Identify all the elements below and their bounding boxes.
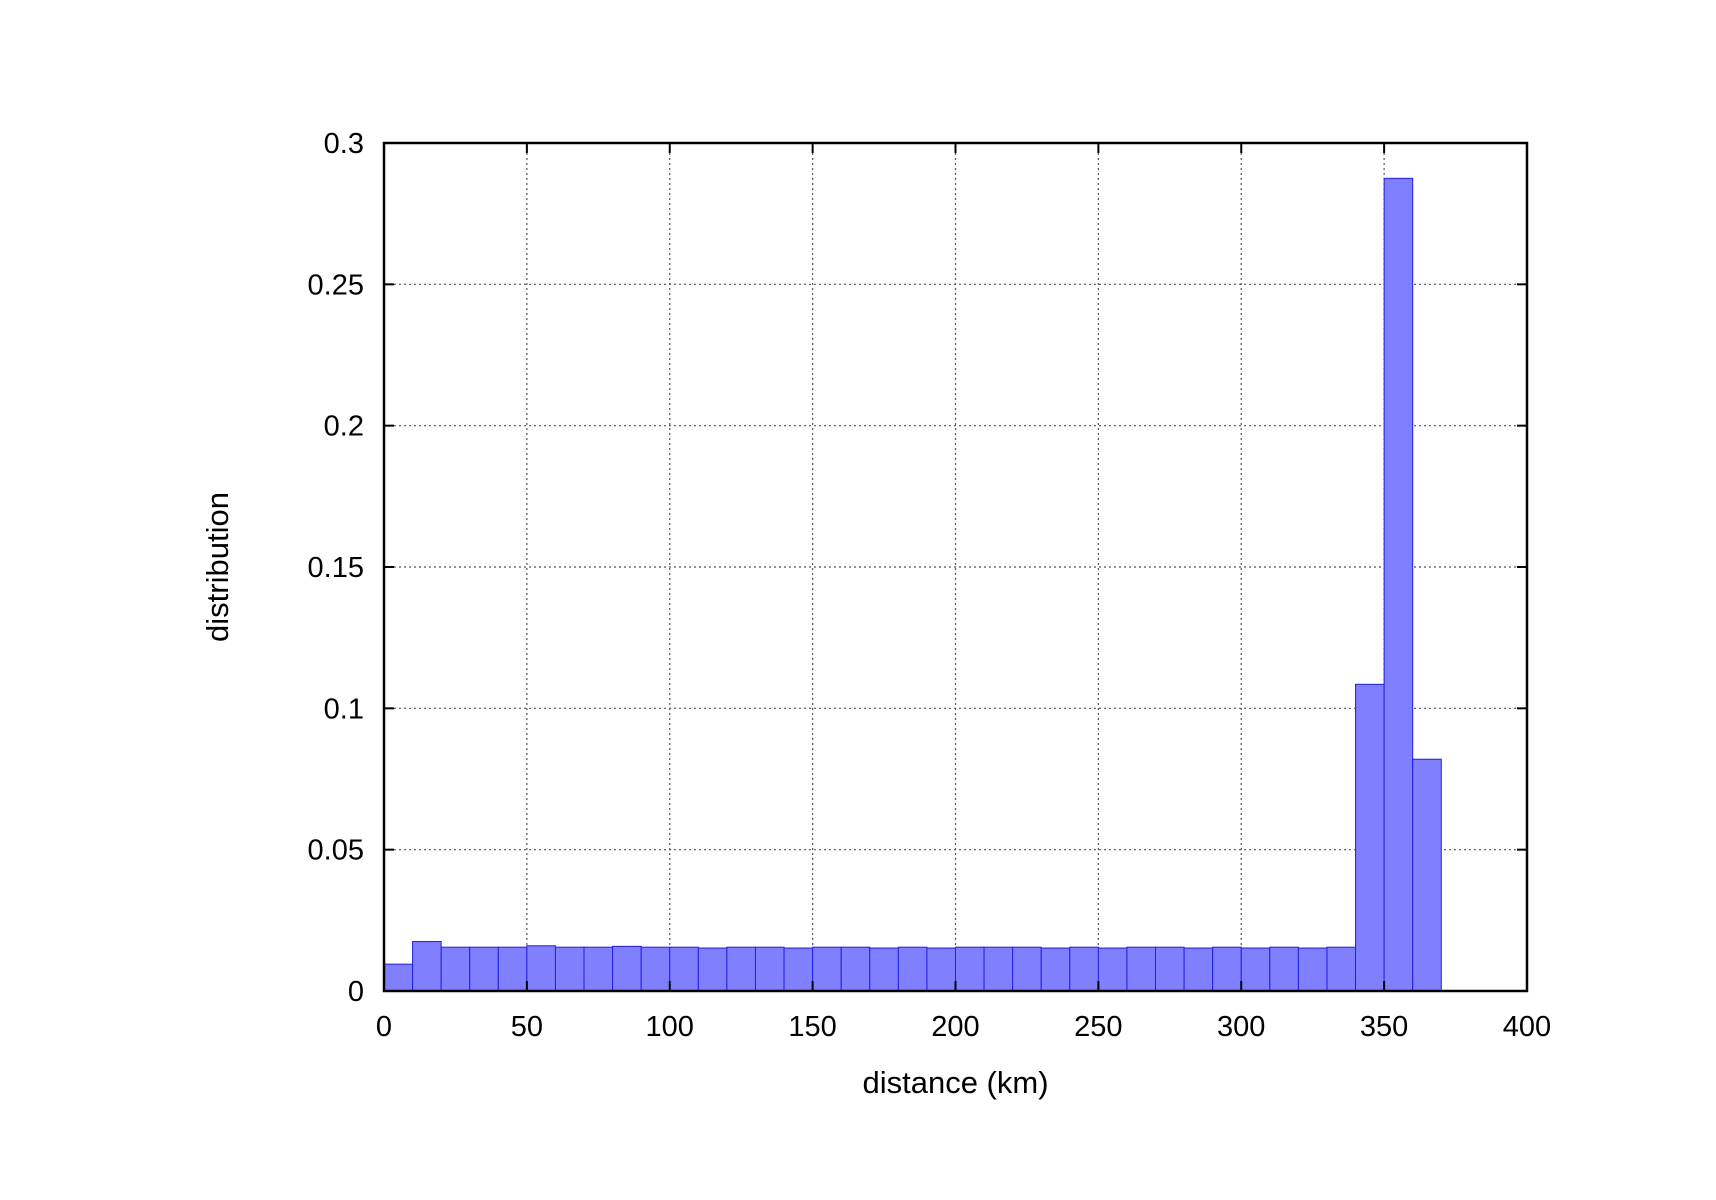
histogram-bar [1355, 683, 1385, 992]
histogram-bar [583, 946, 614, 992]
y-tick-label: 0.15 [308, 552, 364, 584]
histogram-bar [612, 945, 642, 992]
histogram-bar [1183, 947, 1214, 992]
histogram-bar [1383, 177, 1414, 992]
histogram-bar [1040, 947, 1071, 992]
histogram-bar [754, 946, 785, 992]
histogram-bar [897, 946, 928, 992]
histogram-bar [1269, 946, 1299, 992]
x-tick-label: 50 [511, 1011, 543, 1043]
histogram-bar [783, 947, 814, 992]
histogram-bar [812, 946, 842, 992]
y-tick-label: 0.3 [324, 128, 364, 160]
histogram-bar [1412, 758, 1442, 992]
x-tick-label: 300 [1217, 1011, 1265, 1043]
histogram-bar [497, 946, 528, 992]
histogram-bar [983, 946, 1014, 992]
histogram-bar [1212, 946, 1242, 992]
y-tick-label: 0.1 [324, 693, 364, 725]
histogram-bar [1240, 947, 1271, 992]
y-tick-label: 0.05 [308, 835, 364, 867]
y-tick-label: 0.25 [308, 269, 364, 301]
x-tick-label: 100 [646, 1011, 694, 1043]
histogram-bar [669, 946, 699, 992]
histogram-bar [554, 946, 585, 992]
x-tick-label: 350 [1360, 1011, 1408, 1043]
histogram-bar [1297, 947, 1328, 992]
histogram-bar [640, 946, 671, 992]
histogram-bar [697, 947, 728, 992]
histogram-bar [1326, 946, 1357, 992]
histogram-bar [526, 945, 556, 992]
histogram-bar [1097, 947, 1128, 992]
x-axis-title: distance (km) [862, 1065, 1048, 1100]
histogram-bar [1126, 946, 1157, 992]
y-tick-label: 0.2 [324, 411, 364, 443]
histogram-bar [840, 946, 871, 992]
histogram-bar [440, 946, 471, 992]
histogram-bar [469, 946, 499, 992]
histogram-bar [869, 947, 899, 992]
x-tick-label: 200 [931, 1011, 979, 1043]
x-tick-label: 400 [1503, 1011, 1551, 1043]
histogram-bar [412, 941, 442, 992]
x-tick-labels: 0 50 100 150 200 250 300 350 400 [376, 1011, 1551, 1043]
y-tick-labels: 0 0.05 0.1 0.15 0.2 0.25 0.3 [308, 128, 364, 1008]
histogram-bar [926, 947, 956, 992]
y-tick-label: 0 [348, 976, 364, 1008]
histogram-bar [726, 946, 756, 992]
histogram-bar [383, 963, 414, 992]
histogram-bar [1069, 946, 1099, 992]
histogram-bar [955, 946, 985, 992]
histogram-bars [383, 177, 1442, 992]
histogram-bar [1012, 946, 1042, 992]
y-axis-title: distribution [200, 492, 235, 642]
x-tick-label: 0 [376, 1011, 392, 1043]
x-tick-label: 150 [788, 1011, 836, 1043]
axis-ticks [383, 142, 1528, 992]
x-tick-label: 250 [1074, 1011, 1122, 1043]
histogram-bar [1155, 946, 1185, 992]
